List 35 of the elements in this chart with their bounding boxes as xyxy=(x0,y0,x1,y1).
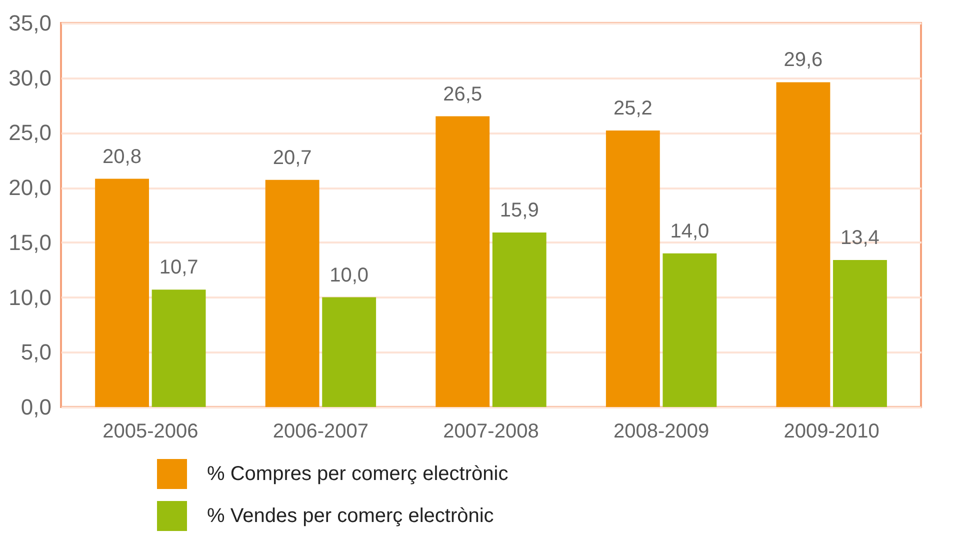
x-tick-label: 2008-2009 xyxy=(613,420,710,442)
bar xyxy=(606,130,660,407)
legend-label: % Compres per comerç electrònic xyxy=(207,463,508,485)
y-tick-label: 0,0 xyxy=(20,394,52,420)
data-label: 25,2 xyxy=(613,98,652,120)
bar xyxy=(833,260,887,407)
bar xyxy=(776,82,830,407)
data-label: 10,7 xyxy=(159,256,198,279)
bar xyxy=(152,290,206,407)
y-tick-label: 30,0 xyxy=(8,65,52,90)
bar xyxy=(322,297,376,407)
data-label: 20,8 xyxy=(102,146,142,168)
data-label: 10,0 xyxy=(330,264,369,286)
x-tick-label: 2006-2007 xyxy=(272,420,369,442)
data-label: 15,9 xyxy=(500,200,539,222)
bar xyxy=(95,178,149,407)
x-tick-label: 2007-2008 xyxy=(443,420,539,442)
legend-label: % Vendes per comerç electrònic xyxy=(207,505,494,527)
bar xyxy=(436,116,490,407)
data-label: 20,7 xyxy=(272,146,312,169)
x-tick-label: 2009-2010 xyxy=(784,420,880,442)
bar xyxy=(662,253,717,407)
data-label: 29,6 xyxy=(784,49,823,72)
y-tick-label: 25,0 xyxy=(8,120,52,146)
data-label: 13,4 xyxy=(840,226,880,249)
y-tick-label: 10,0 xyxy=(8,284,52,310)
y-tick-label: 5,0 xyxy=(20,340,52,365)
x-tick-label: 2005-2006 xyxy=(102,420,198,442)
y-tick-label: 15,0 xyxy=(8,230,52,255)
data-label: 14,0 xyxy=(670,220,710,242)
bar xyxy=(492,232,546,407)
y-tick-label: 20,0 xyxy=(8,175,52,200)
y-tick-label: 35,0 xyxy=(8,10,52,36)
data-label: 26,5 xyxy=(443,83,482,106)
bar xyxy=(265,180,320,407)
